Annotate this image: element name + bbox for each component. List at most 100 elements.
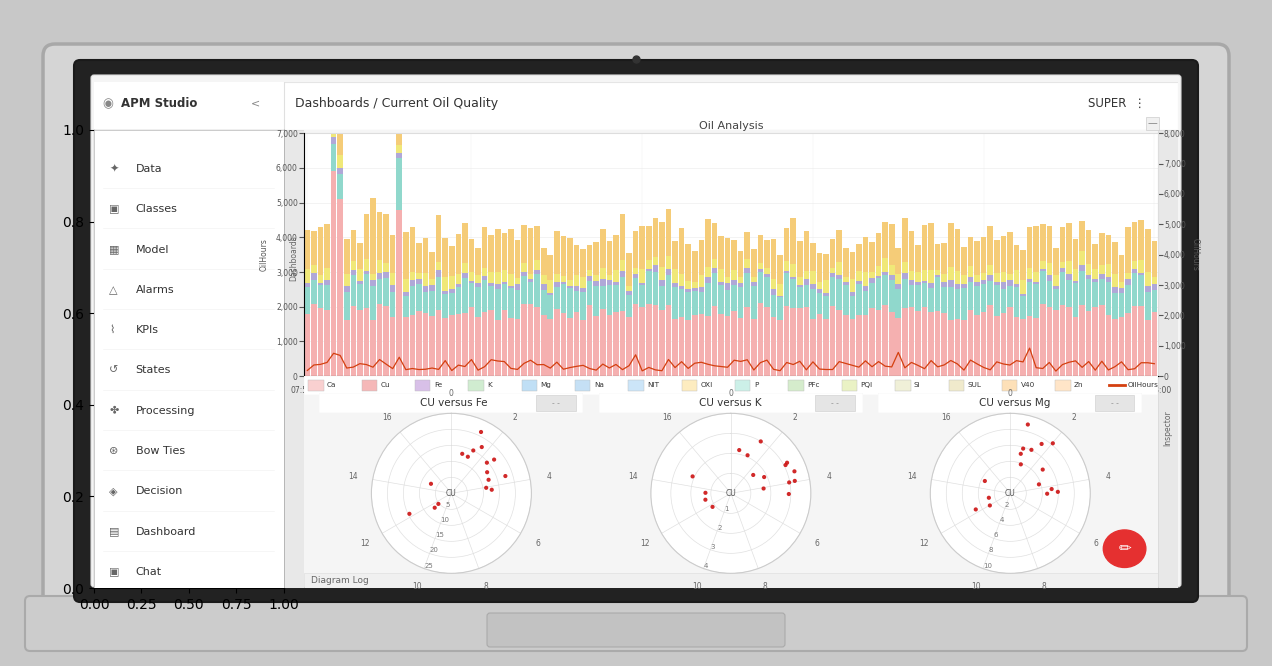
Bar xyxy=(640,226,645,269)
Bar xyxy=(856,315,861,376)
Bar xyxy=(357,280,363,284)
Bar xyxy=(869,282,875,308)
Bar xyxy=(361,380,377,392)
Bar xyxy=(397,158,402,210)
Bar xyxy=(856,284,861,315)
Bar xyxy=(1001,289,1006,314)
Bar xyxy=(1138,272,1144,275)
Bar xyxy=(698,275,705,287)
Bar xyxy=(1151,312,1158,376)
Bar xyxy=(619,260,626,272)
Bar xyxy=(804,279,809,285)
Bar xyxy=(1112,242,1118,274)
Text: Classes: Classes xyxy=(136,204,178,214)
Bar xyxy=(574,274,579,286)
Bar xyxy=(403,318,408,376)
Bar xyxy=(908,280,915,285)
Bar xyxy=(343,286,350,292)
Bar xyxy=(501,284,508,310)
Bar xyxy=(758,262,763,269)
Bar xyxy=(1027,282,1033,316)
Bar xyxy=(738,318,744,376)
Bar xyxy=(1093,282,1098,306)
Bar xyxy=(1027,316,1033,376)
Bar xyxy=(626,292,632,294)
Bar xyxy=(981,312,987,376)
Bar xyxy=(750,282,757,286)
Bar xyxy=(1060,262,1065,268)
Bar xyxy=(547,319,553,376)
Bar xyxy=(672,283,678,287)
Bar xyxy=(1040,271,1046,304)
Bar xyxy=(1138,260,1144,272)
Bar xyxy=(443,290,448,294)
Bar xyxy=(784,273,790,306)
Bar xyxy=(443,277,448,290)
Bar xyxy=(1105,278,1112,282)
Bar xyxy=(698,314,705,376)
Bar xyxy=(869,308,875,376)
Bar xyxy=(731,286,736,311)
Bar xyxy=(744,306,750,376)
Bar xyxy=(883,258,888,272)
Bar xyxy=(1072,317,1079,376)
Bar xyxy=(929,288,934,312)
Bar xyxy=(1080,265,1085,271)
Bar xyxy=(686,280,691,289)
Bar xyxy=(410,286,415,315)
Bar xyxy=(1080,220,1085,252)
Text: SUPER  ⋮: SUPER ⋮ xyxy=(1088,97,1146,110)
Point xyxy=(754,472,775,482)
Bar xyxy=(725,290,730,316)
Bar xyxy=(731,311,736,376)
Bar xyxy=(837,310,842,376)
Bar xyxy=(758,272,763,304)
Bar xyxy=(665,274,672,304)
Bar xyxy=(522,272,527,276)
Bar xyxy=(1040,261,1046,268)
Text: Na: Na xyxy=(594,382,604,388)
Bar xyxy=(954,284,960,289)
Bar xyxy=(476,248,481,275)
Bar xyxy=(789,380,804,392)
Point xyxy=(429,499,449,509)
Bar xyxy=(758,304,763,376)
Bar xyxy=(613,312,618,376)
Text: Si: Si xyxy=(915,382,921,388)
Bar xyxy=(929,270,934,283)
Bar xyxy=(383,278,389,306)
Bar xyxy=(574,312,579,376)
Bar xyxy=(1040,224,1046,261)
Text: V40: V40 xyxy=(1020,382,1035,388)
Bar xyxy=(1033,226,1039,272)
Bar xyxy=(515,240,520,278)
Bar xyxy=(455,274,462,284)
Bar xyxy=(1053,310,1058,376)
Bar xyxy=(1105,315,1112,376)
Bar xyxy=(1001,272,1006,282)
Bar xyxy=(528,274,533,279)
Text: Diagram Log: Diagram Log xyxy=(310,576,369,585)
Bar xyxy=(692,291,697,315)
Bar xyxy=(522,276,527,304)
Bar xyxy=(692,288,697,291)
Bar xyxy=(902,280,908,308)
Bar xyxy=(987,281,993,305)
Bar xyxy=(357,310,363,376)
Text: - -: - - xyxy=(832,399,840,408)
Point xyxy=(1011,459,1032,470)
Bar xyxy=(987,266,993,274)
Bar xyxy=(364,274,369,308)
Bar xyxy=(1093,244,1098,269)
Bar xyxy=(318,286,323,308)
Bar xyxy=(633,304,639,376)
Bar xyxy=(633,274,639,278)
Bar xyxy=(705,267,711,277)
Bar xyxy=(331,144,336,171)
Bar xyxy=(1033,284,1039,318)
Bar xyxy=(705,219,711,267)
Bar xyxy=(482,268,487,276)
Bar xyxy=(974,241,979,274)
Text: ▦: ▦ xyxy=(109,244,120,254)
Bar xyxy=(1080,252,1085,265)
